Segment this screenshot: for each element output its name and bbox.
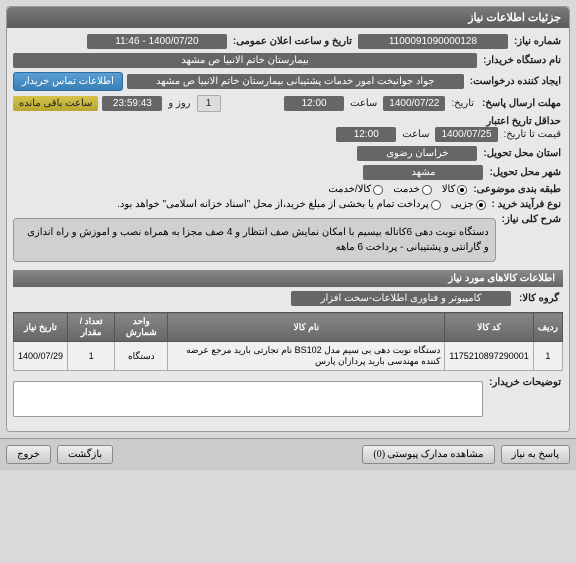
remaining-label: ساعت باقی مانده bbox=[13, 96, 98, 111]
table-row: 1 1175210897290001 دستگاه نوبت دهی بی سی… bbox=[14, 342, 563, 371]
contact-buyer-button[interactable]: اطلاعات تماس خریدار bbox=[13, 72, 123, 91]
panel-title: جزئیات اطلاعات نیاز bbox=[7, 7, 569, 28]
province-label: استان محل تحویل: bbox=[481, 148, 563, 159]
deadline-date: 1400/07/22 bbox=[383, 96, 445, 111]
col-qty: تعداد / مقدار bbox=[68, 313, 115, 342]
buyer-value: بیمارستان خاتم الانبیا ص مشهد bbox=[13, 53, 477, 68]
panel-body: شماره نیاز: 1100091090000128 تاریخ و ساع… bbox=[7, 28, 569, 431]
radio-icon bbox=[431, 200, 441, 210]
cell-name: دستگاه نوبت دهی بی سیم مدل BS102 نام تجا… bbox=[168, 342, 445, 371]
requester-label: ایجاد کننده درخواست: bbox=[468, 76, 563, 87]
time-label-1: ساعت bbox=[348, 98, 379, 109]
radio-selected-icon bbox=[476, 200, 486, 210]
radio-selected-icon bbox=[457, 185, 467, 195]
exit-button[interactable]: خروج bbox=[6, 445, 51, 464]
budget-opt-goods[interactable]: کالا bbox=[442, 184, 468, 195]
group-label: گروه کالا: bbox=[517, 293, 561, 304]
process-opt-minor[interactable]: جزیی bbox=[451, 199, 486, 210]
deadline-time: 12:00 bbox=[284, 96, 344, 111]
need-no-value: 1100091090000128 bbox=[358, 34, 508, 49]
deadline-sub: تاریخ: bbox=[449, 98, 476, 109]
validity-date: 1400/07/25 bbox=[435, 127, 497, 142]
footer-bar: پاسخ به نیاز مشاهده مدارک پیوستی (0) باز… bbox=[0, 438, 576, 470]
budget-label: طبقه بندی موضوعی: bbox=[471, 184, 563, 195]
process-label: نوع فرآیند خرید : bbox=[490, 199, 563, 210]
items-table: ردیف کد کالا نام کالا واحد شمارش تعداد /… bbox=[13, 312, 563, 371]
time-label-2: ساعت bbox=[400, 129, 431, 140]
radio-icon bbox=[422, 185, 432, 195]
need-details-panel: جزئیات اطلاعات نیاز شماره نیاز: 11000910… bbox=[6, 6, 570, 432]
col-unit: واحد شمارش bbox=[115, 313, 168, 342]
reply-button[interactable]: پاسخ به نیاز bbox=[501, 445, 571, 464]
items-header: اطلاعات کالاهای مورد نیاز bbox=[13, 270, 563, 287]
budget-opt-both[interactable]: کالا/خدمت bbox=[328, 184, 383, 195]
col-date: تاریخ نیاز bbox=[14, 313, 68, 342]
main-desc-value: دستگاه نوبت دهی 6کاناله بیسیم با امکان ن… bbox=[13, 218, 496, 262]
budget-opt-service[interactable]: خدمت bbox=[393, 184, 432, 195]
validity-time: 12:00 bbox=[336, 127, 396, 142]
deadline-label: مهلت ارسال پاسخ: bbox=[480, 98, 563, 109]
col-code: کد کالا bbox=[445, 313, 533, 342]
back-button[interactable]: بازگشت bbox=[57, 445, 113, 464]
validity-label: حداقل تاریخ اعتبار bbox=[484, 116, 563, 127]
process-radio-group: جزیی پرداخت تمام یا بخشی از مبلغ خرید،از… bbox=[117, 199, 485, 210]
countdown: 23:59:43 bbox=[102, 96, 162, 111]
city-label: شهر محل تحویل: bbox=[487, 167, 563, 178]
day-label: روز و bbox=[166, 98, 192, 109]
main-desc-label: شرح کلی نیاز: bbox=[500, 214, 563, 225]
cell-qty: 1 bbox=[68, 342, 115, 371]
buyer-notes-label: توضیحات خریدار: bbox=[487, 377, 563, 388]
need-no-label: شماره نیاز: bbox=[512, 36, 563, 47]
process-opt-treasury[interactable]: پرداخت تمام یا بخشی از مبلغ خرید،از محل … bbox=[117, 199, 441, 210]
city-value: مشهد bbox=[363, 165, 483, 180]
requester-value: جواد جوانبخت امور خدمات پشتیبانی بیمارست… bbox=[127, 74, 464, 89]
cell-code: 1175210897290001 bbox=[445, 342, 533, 371]
col-row: ردیف bbox=[533, 313, 562, 342]
cell-date: 1400/07/29 bbox=[14, 342, 68, 371]
announce-label: تاریخ و ساعت اعلان عمومی: bbox=[231, 36, 354, 47]
attachments-button[interactable]: مشاهده مدارک پیوستی (0) bbox=[362, 445, 494, 464]
cell-row: 1 bbox=[533, 342, 562, 371]
announce-value: 1400/07/20 - 11:46 bbox=[87, 34, 227, 49]
validity-sub: قیمت تا تاریخ: bbox=[502, 129, 563, 140]
buyer-label: نام دستگاه خریدار: bbox=[481, 55, 563, 66]
budget-radio-group: کالا خدمت کالا/خدمت bbox=[328, 184, 467, 195]
days-left: 1 bbox=[197, 95, 221, 112]
group-value: کامپیوتر و فناوری اطلاعات-سخت افزار bbox=[291, 291, 511, 306]
buyer-notes-box bbox=[13, 381, 483, 417]
table-header-row: ردیف کد کالا نام کالا واحد شمارش تعداد /… bbox=[14, 313, 563, 342]
province-value: خراسان رضوی bbox=[357, 146, 477, 161]
cell-unit: دستگاه bbox=[115, 342, 168, 371]
radio-icon bbox=[373, 185, 383, 195]
col-name: نام کالا bbox=[168, 313, 445, 342]
